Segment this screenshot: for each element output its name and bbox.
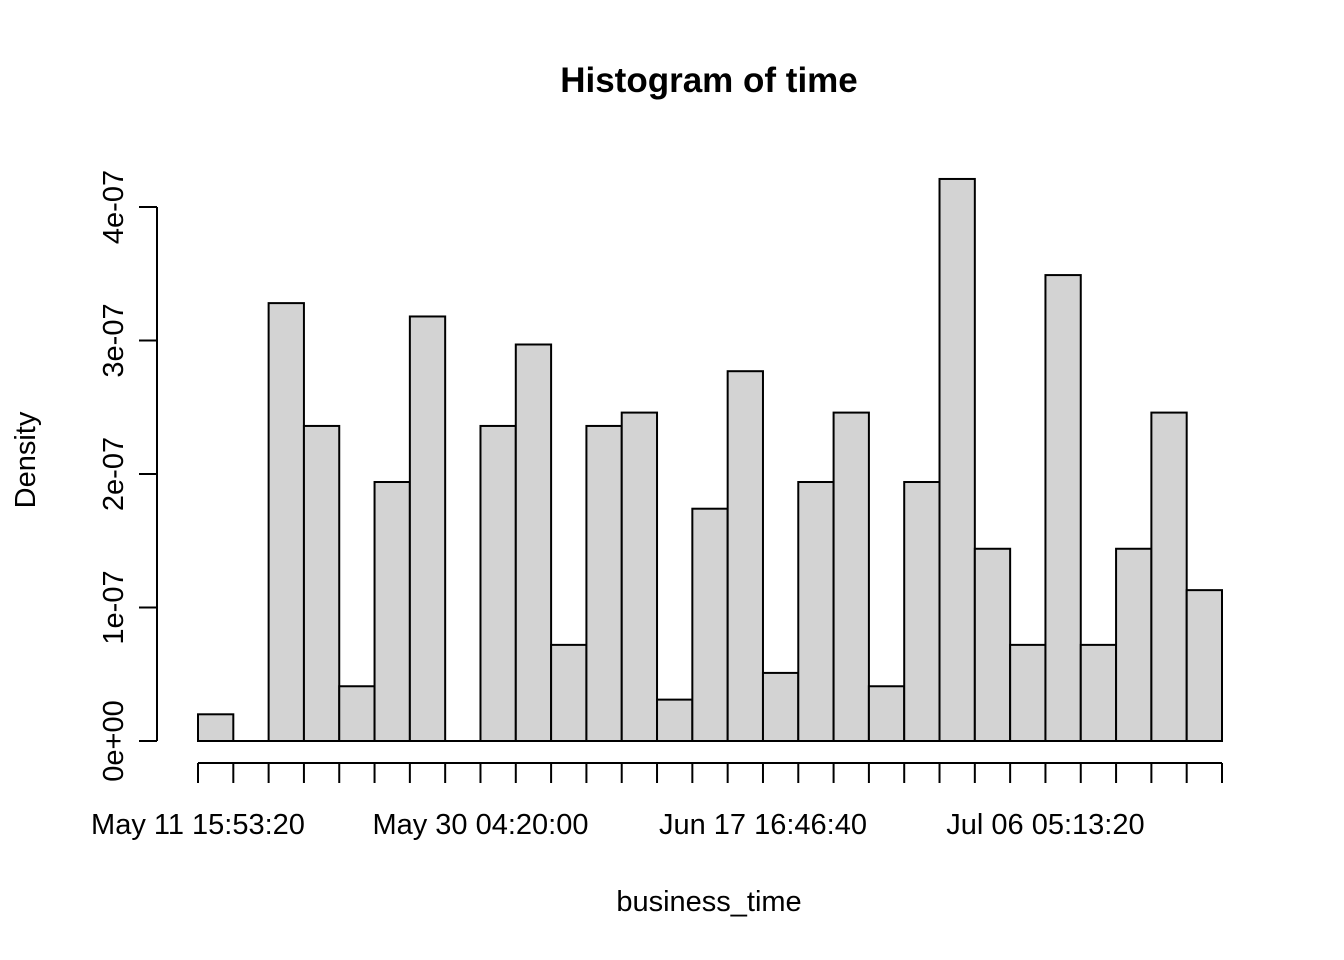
histogram-bar xyxy=(1150,411,1188,742)
histogram-bar xyxy=(726,370,764,742)
histogram-bar xyxy=(832,411,870,742)
histogram-bar xyxy=(514,343,553,742)
histogram-bar xyxy=(1079,643,1118,743)
histogram-bar xyxy=(903,481,941,742)
histogram-bar xyxy=(761,671,800,742)
histogram-bar xyxy=(867,685,906,743)
histogram-bar xyxy=(197,713,235,742)
bars-group xyxy=(197,177,1223,743)
histogram-bar xyxy=(620,411,659,742)
histogram-bar xyxy=(585,424,623,742)
histogram-bar xyxy=(267,302,305,742)
y-axis-label: Density xyxy=(10,411,42,508)
histogram-bar xyxy=(1009,643,1047,743)
y-tick-label: 4e-07 xyxy=(98,170,130,244)
histogram-bar xyxy=(408,315,447,742)
histogram-bar xyxy=(973,547,1012,743)
histogram-bar xyxy=(797,481,835,742)
histogram-bar xyxy=(302,424,341,742)
y-tick-label: 3e-07 xyxy=(98,303,130,377)
x-tick-label: May 30 04:20:00 xyxy=(372,809,588,841)
histogram-bar xyxy=(656,698,694,742)
x-tick-label: Jun 17 16:46:40 xyxy=(659,809,867,841)
histogram-bar xyxy=(1115,547,1153,743)
histogram-bar xyxy=(1185,589,1223,743)
histogram-bar xyxy=(373,481,411,742)
histogram-bar xyxy=(479,424,517,742)
y-tick-label: 0e+00 xyxy=(98,700,130,781)
histogram-bar xyxy=(550,643,588,743)
histogram-bar xyxy=(1044,274,1082,742)
x-tick-label: May 11 15:53:20 xyxy=(91,809,305,841)
x-axis-label: business_time xyxy=(616,886,801,918)
histogram-bar xyxy=(938,177,976,742)
y-tick-label: 2e-07 xyxy=(98,437,130,511)
y-tick-label: 1e-07 xyxy=(98,570,130,644)
histogram-bar xyxy=(691,507,729,742)
histogram-bar xyxy=(338,685,376,743)
x-axis: May 11 15:53:20 May 30 04:20:00 Jun 17 16:… xyxy=(91,762,1223,841)
y-axis: 0e+00 1e-07 2e-07 3e-07 4e-07 xyxy=(98,170,158,782)
x-tick-label: Jul 06 05:13:20 xyxy=(946,809,1144,841)
chart-title: Histogram of time xyxy=(560,61,858,100)
